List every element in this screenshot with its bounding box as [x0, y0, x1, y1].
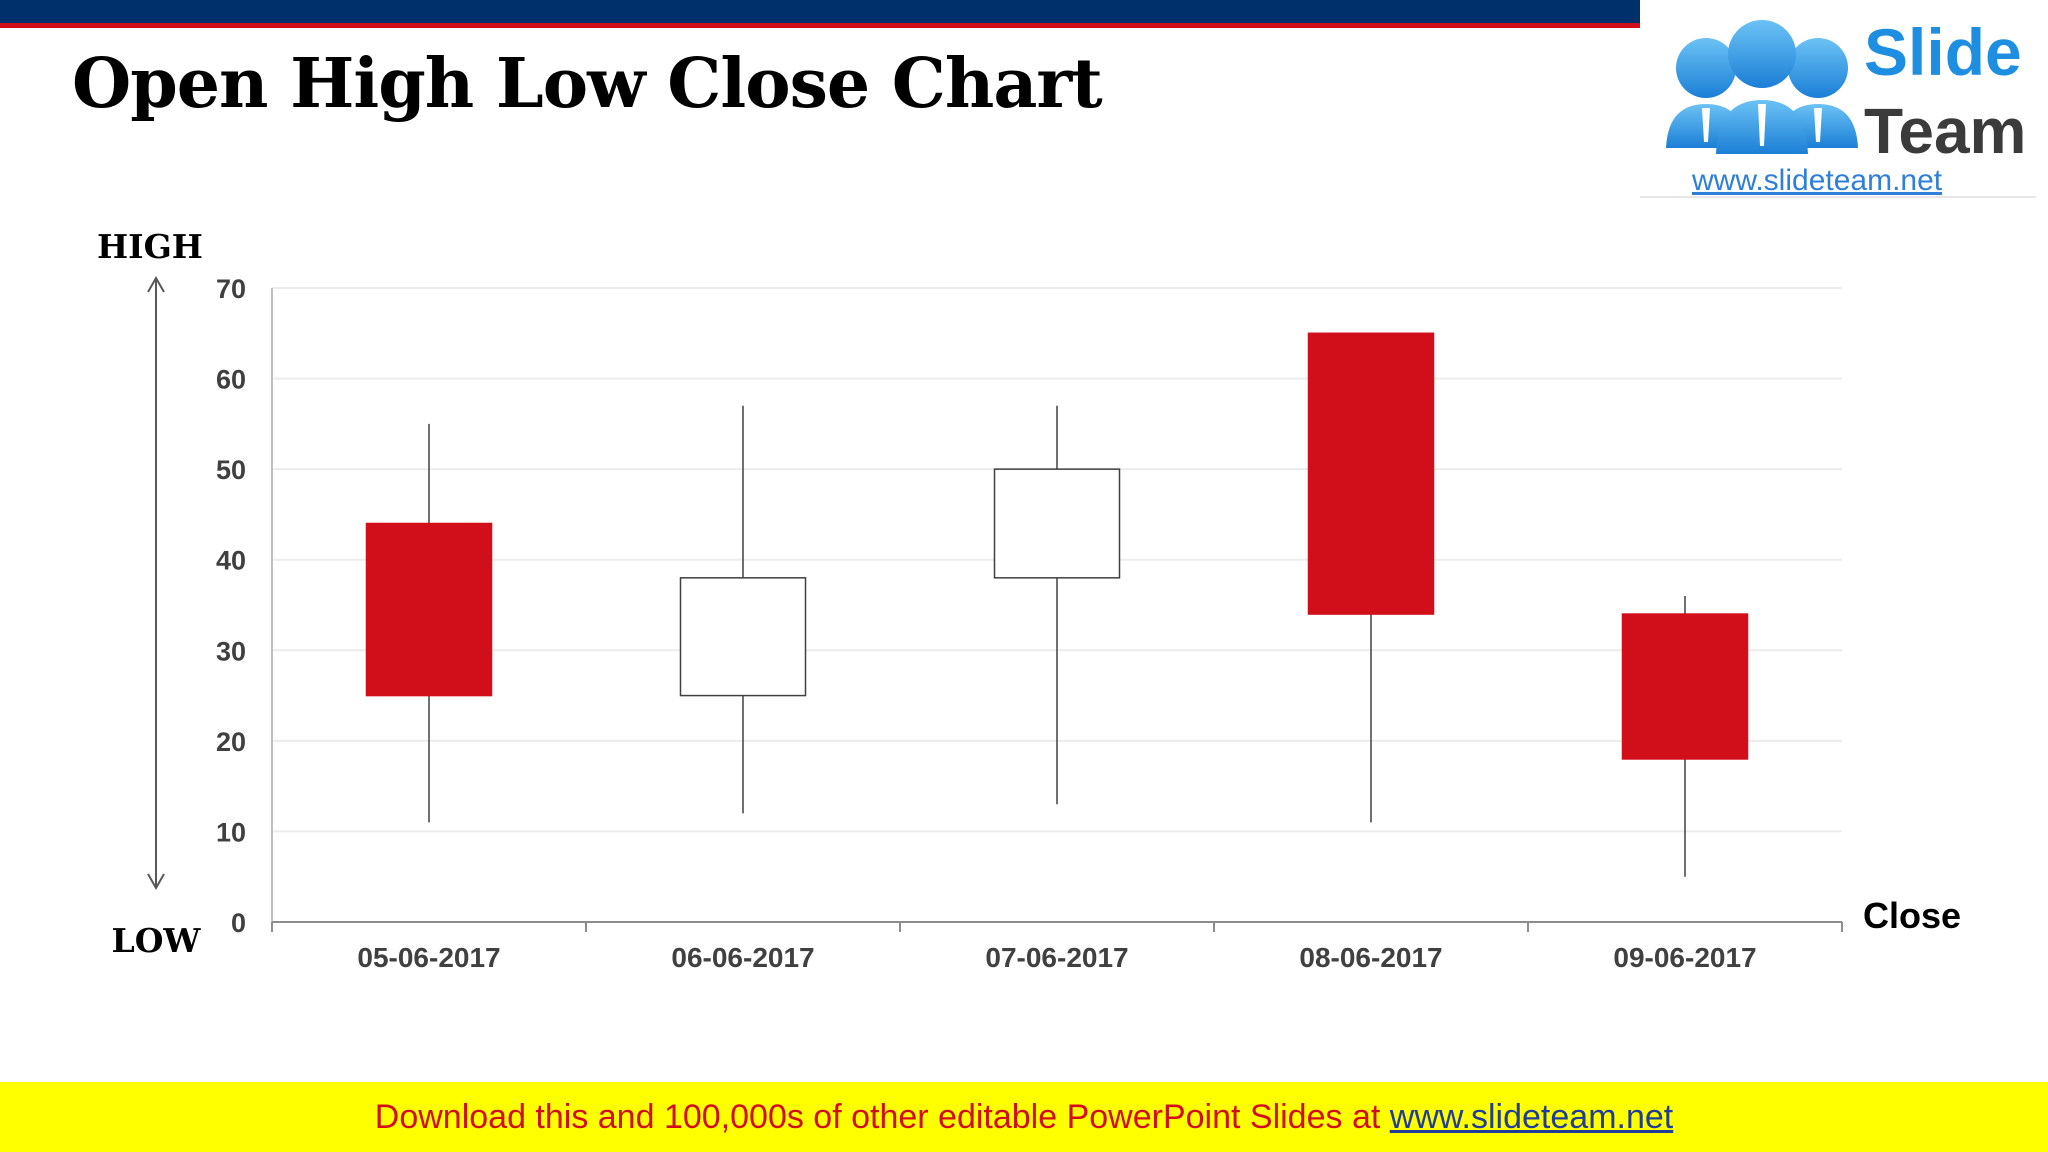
y-tick-label: 10 — [216, 817, 246, 847]
candlestick — [1307, 332, 1435, 823]
x-axis-title: Close — [1863, 895, 1961, 936]
top-banner-bar — [0, 0, 1640, 26]
high-label: HIGH — [97, 227, 203, 266]
high-low-arrow — [147, 275, 165, 891]
y-tick-label: 40 — [216, 546, 246, 576]
candlestick — [365, 423, 493, 823]
candle-body-bullish — [679, 577, 807, 697]
candle-body-bearish — [1621, 613, 1749, 760]
x-tick-label: 06-06-2017 — [671, 942, 814, 973]
axes — [271, 288, 1843, 932]
candlestick — [993, 405, 1121, 805]
candle-body-bearish — [365, 522, 493, 697]
people-icon — [1666, 20, 1858, 154]
y-tick-labels: 0 10 20 30 40 50 60 70 — [216, 274, 246, 938]
y-tick-label: 20 — [216, 727, 246, 757]
y-tick-label: 50 — [216, 455, 246, 485]
low-label: LOW — [111, 921, 201, 960]
y-tick-label: 30 — [216, 636, 246, 666]
y-tick-label: 70 — [216, 274, 246, 304]
candle-body-bullish — [993, 468, 1121, 579]
candle-body-bearish — [1307, 332, 1435, 615]
x-tick-label: 07-06-2017 — [985, 942, 1128, 973]
logo-slide-text: Slide — [1864, 15, 2022, 89]
logo-url-link[interactable]: www.slideteam.net — [1692, 164, 1943, 197]
top-banner-accent — [0, 23, 1640, 28]
x-tick-label: 05-06-2017 — [357, 942, 500, 973]
page-title: Open High Low Close Chart — [72, 44, 1103, 124]
slideteam-logo: Slide Team www.slideteam.net — [1640, 0, 2036, 198]
ohlc-chart: 0 10 20 30 40 50 60 70 05-06-2017 06-06-2017 07-0… — [97, 227, 1961, 973]
footer-banner: Download this and 100,000s of other edit… — [0, 1082, 2048, 1152]
footer-link[interactable]: www.slideteam.net — [1389, 1098, 1674, 1136]
x-tick-labels: 05-06-2017 06-06-2017 07-06-2017 08-06-2017… — [357, 942, 1756, 973]
y-tick-label: 60 — [216, 365, 246, 395]
candlestick — [679, 405, 807, 814]
x-tick-label: 09-06-2017 — [1613, 942, 1756, 973]
logo-team-text: Team — [1864, 95, 2027, 167]
candlestick — [1621, 595, 1749, 877]
y-tick-label: 0 — [231, 908, 246, 938]
footer-text: Download this and 100,000s of other edit… — [374, 1098, 1390, 1136]
candlesticks — [365, 332, 1749, 877]
x-tick-label: 08-06-2017 — [1299, 942, 1442, 973]
